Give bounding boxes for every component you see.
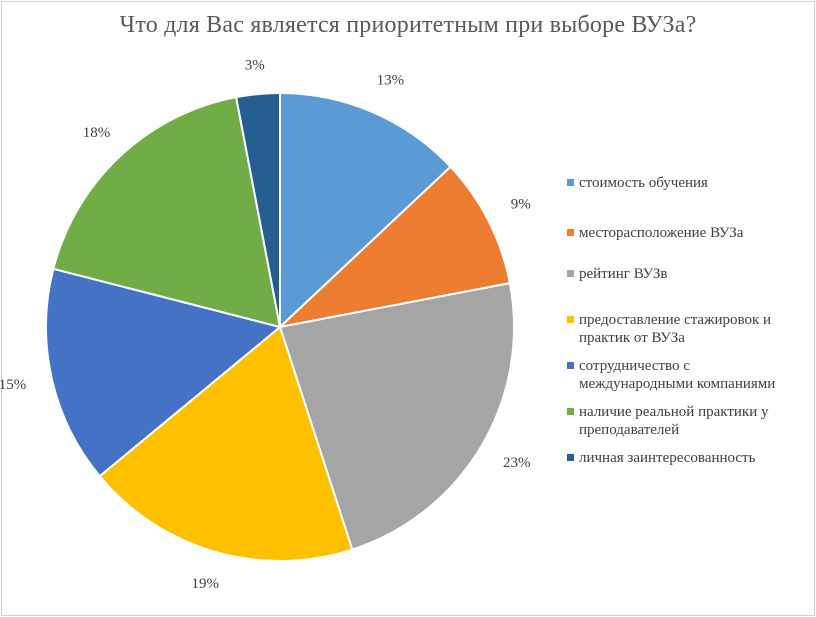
chart-title: Что для Вас является приоритетным при вы… — [119, 12, 697, 38]
legend-item: рейтинг ВУЗв — [567, 265, 807, 283]
legend-swatch — [567, 229, 574, 236]
pie-slice — [279, 91, 452, 330]
legend-swatch — [567, 454, 574, 461]
pie-slice — [98, 325, 354, 562]
slice-data-label: 19% — [191, 576, 219, 592]
slice-data-label: 13% — [377, 72, 405, 88]
slice-data-label: 18% — [83, 125, 111, 141]
legend-item: сотрудничество с международными компания… — [567, 357, 807, 393]
pie-slice — [234, 91, 281, 328]
legend-item: стоимость обучения — [567, 174, 807, 192]
legend-item: личная заинтересованность — [567, 449, 807, 467]
legend-label: стоимость обучения — [579, 175, 708, 191]
legend-swatch — [567, 362, 574, 369]
legend-swatch — [567, 408, 574, 415]
legend-label: личная заинтересованность — [579, 450, 756, 466]
legend-swatch — [567, 179, 574, 186]
slice-data-label: 23% — [503, 455, 531, 471]
legend-item: месторасположение ВУЗа — [567, 224, 807, 242]
legend-label: сотрудничество с международными компания… — [579, 358, 776, 392]
legend-label: месторасположение ВУЗа — [579, 225, 744, 241]
legend-label: рейтинг ВУЗв — [579, 266, 668, 282]
slice-data-label: 15% — [0, 377, 26, 393]
slice-data-label: 9% — [511, 197, 531, 213]
legend-swatch — [567, 316, 574, 323]
pie-slice — [52, 95, 282, 329]
pie-slice — [276, 165, 512, 329]
pie-slice — [278, 281, 515, 551]
legend-item: предоставление стажировок и практик от В… — [567, 311, 807, 347]
slice-data-label: 3% — [245, 58, 265, 74]
legend-swatch — [567, 270, 574, 277]
legend-label: предоставление стажировок и практик от В… — [579, 312, 772, 346]
pie-slices — [45, 91, 515, 562]
legend-item: наличие реальной практики у преподавател… — [567, 403, 807, 439]
legend-label: наличие реальной практики у преподавател… — [579, 404, 769, 438]
pie-data-labels: 13% 9% 23% 19% 15% 18% 3% — [0, 58, 531, 592]
pie-slice — [45, 267, 283, 478]
